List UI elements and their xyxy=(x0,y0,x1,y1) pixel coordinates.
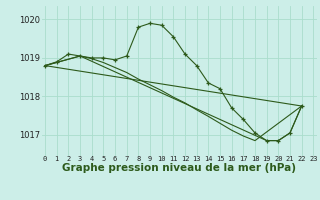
X-axis label: Graphe pression niveau de la mer (hPa): Graphe pression niveau de la mer (hPa) xyxy=(62,163,296,173)
